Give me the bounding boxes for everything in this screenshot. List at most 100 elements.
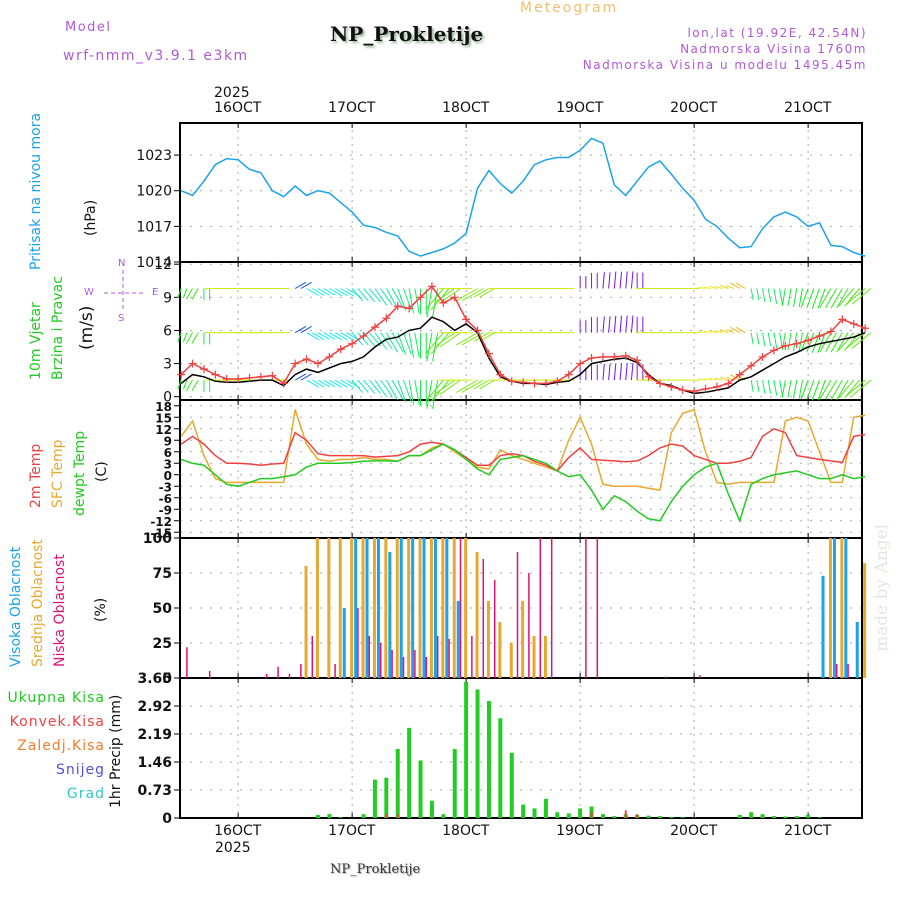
mid-cloud-bar [407, 538, 411, 678]
wind-arrow [473, 379, 490, 390]
station-elevation: Nadmorska Visina 1760m [680, 42, 867, 56]
precip-bar [464, 681, 469, 818]
wind-arrow [363, 379, 376, 394]
precip-bar [555, 812, 560, 818]
wind-arrow [846, 332, 866, 349]
mid-cloud-bar [475, 552, 479, 678]
wind-arrow [323, 379, 336, 388]
precip-legend: Ukupna Kisa Konvek.Kisa Zaledj.Kisa Snij… [0, 686, 105, 806]
wind-arrow [183, 332, 188, 343]
low-cloud-bar [402, 657, 405, 678]
precip-bar [657, 816, 662, 818]
gust-marker [690, 387, 699, 396]
panel-frame [179, 261, 863, 401]
wind-arrow [703, 330, 712, 334]
gust-marker [416, 293, 425, 302]
wind-arrow [306, 332, 319, 341]
model-label: Model [65, 20, 112, 35]
mid-cloud-bar [486, 601, 490, 678]
wind-arrow [800, 288, 809, 308]
high-cloud-bar [832, 538, 836, 678]
mid-cloud-bar [828, 538, 832, 678]
mid-cloud-bar [315, 538, 319, 678]
wind-arrow [323, 332, 336, 340]
wind-arrow [439, 379, 461, 395]
gust-marker [393, 302, 402, 311]
day-tick-label-top: 21OCT [784, 100, 832, 116]
gust-marker [838, 315, 847, 324]
wind-arrow [311, 379, 325, 388]
precip-legend-total: Ukupna Kisa [7, 690, 105, 706]
precip-bar [509, 752, 514, 818]
wind-arrow [756, 288, 760, 301]
gust-marker [211, 370, 220, 379]
wind-arrow [851, 379, 872, 397]
model-elevation: Nadmorska Visina u modelu 1495.45m [582, 58, 867, 72]
wind-arrow [351, 288, 363, 302]
wind-arrow [625, 271, 628, 289]
compass-s: S [118, 313, 125, 324]
gust-marker [507, 377, 516, 386]
mid-cloud-bar [429, 538, 433, 678]
high-cloud-bar [388, 552, 392, 678]
wind-arrow [838, 288, 855, 307]
gust-marker [256, 372, 265, 381]
gust-marker [177, 370, 186, 379]
y-tick-label: 3.65 [137, 671, 172, 687]
wind-arrow [300, 373, 312, 381]
precip-bar [338, 817, 343, 818]
compass-n: N [118, 258, 126, 269]
low-cloud-bar [436, 636, 439, 678]
gust-marker [279, 379, 288, 388]
wind-arrow [425, 288, 444, 311]
wind-arrow [819, 379, 832, 400]
precip-bar [669, 816, 674, 818]
precip-bar [783, 816, 788, 818]
gust-marker [222, 375, 231, 384]
wind-arrow [311, 288, 325, 296]
wind-arrow [730, 326, 740, 334]
wind-arrow [714, 330, 723, 334]
wind-arrow [385, 332, 399, 353]
mid-cloud-bar [441, 538, 445, 678]
wind-arrow [613, 363, 617, 381]
wind-arrow [306, 288, 319, 296]
precip-bar [646, 815, 651, 818]
wind-arrow [851, 288, 872, 305]
wind-arrow [703, 286, 712, 289]
convective-precip-bar [636, 814, 639, 818]
gust-marker [804, 336, 813, 345]
wind-arrow [602, 316, 605, 333]
mid-cloud-bar [350, 538, 354, 678]
precip-bar [475, 689, 480, 818]
gust-marker [496, 370, 505, 379]
precip-bar [441, 814, 446, 818]
low-cloud-bar [664, 676, 667, 678]
mid-cloud-bar [840, 538, 844, 678]
wind-arrow [479, 288, 495, 298]
wind-arrow [300, 281, 312, 289]
wind-arrow [311, 332, 325, 341]
gust-marker [861, 324, 870, 333]
wind-arrow [787, 380, 792, 398]
low-cloud-bar [493, 580, 496, 678]
y-tick-label: -6 [159, 492, 172, 506]
precip-bar [327, 814, 332, 818]
wind-arrow [817, 379, 826, 401]
wind-arrow [750, 288, 754, 301]
y-tick-label: 3 [164, 457, 172, 471]
gust-marker [781, 341, 790, 350]
gust-marker [313, 359, 322, 368]
gust-marker [336, 345, 345, 354]
wind-arrow [709, 377, 718, 381]
low-cloud-bar [482, 559, 485, 678]
pressure-line [180, 137, 866, 257]
wind-arrow [838, 379, 855, 399]
y-tick-label: 50 [153, 601, 173, 617]
y-tick-label: 9 [164, 434, 172, 448]
wind-arrow [625, 362, 628, 381]
gust-marker [245, 373, 254, 382]
convective-precip-bar [590, 812, 593, 818]
high-cloud-bar [433, 538, 437, 678]
low-cloud-bar [459, 538, 462, 678]
